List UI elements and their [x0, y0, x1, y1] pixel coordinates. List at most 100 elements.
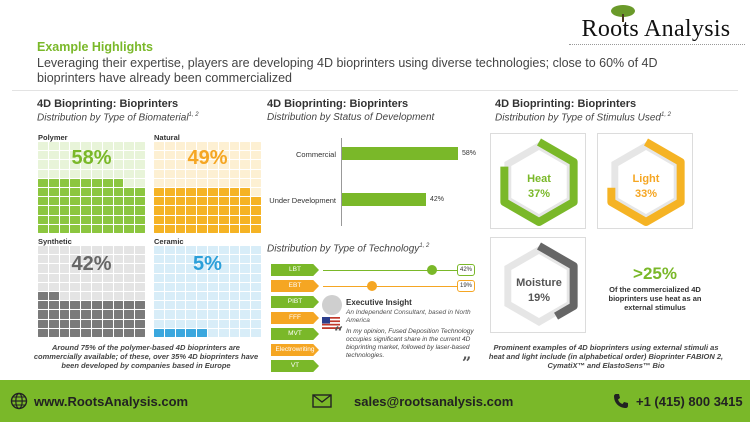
waffle-cell	[48, 246, 59, 255]
waffle-cell	[251, 169, 261, 178]
waffle-cell	[154, 206, 164, 215]
insight-title: Executive Insight	[346, 298, 412, 307]
waffle-cell	[102, 197, 113, 206]
phone-icon	[614, 394, 628, 408]
waffle-cell	[102, 273, 113, 282]
waffle-cell	[102, 246, 113, 255]
hexagon-progress	[536, 242, 578, 320]
waffle-cell	[186, 282, 197, 291]
waffle-cell	[154, 160, 164, 169]
waffle-cell	[81, 282, 91, 291]
waffle-cell	[59, 255, 70, 264]
waffle-cell	[186, 264, 197, 273]
waffle-cell	[38, 142, 48, 151]
waffle-cell	[102, 169, 113, 178]
waffle-cell	[81, 264, 91, 273]
waffle-cell	[175, 224, 186, 233]
footer-email[interactable]: sales@rootsanalysis.com	[312, 380, 513, 422]
waffle-cell	[240, 142, 251, 151]
waffle-cell	[102, 160, 113, 169]
footer-website[interactable]: www.RootsAnalysis.com	[10, 380, 188, 422]
waffle-cell	[70, 178, 81, 187]
waffle-cell	[102, 206, 113, 215]
waffle-cell	[197, 151, 207, 160]
waffle-cell	[164, 264, 175, 273]
tech-pct-lbt: 42%	[457, 264, 475, 276]
waffle-cell	[175, 319, 186, 328]
waffle-cell	[186, 215, 197, 224]
waffle-cell	[38, 151, 48, 160]
tech-tag-vt: VT	[271, 360, 319, 372]
waffle-cell	[70, 160, 81, 169]
waffle-cell	[186, 224, 197, 233]
hexagon-inner	[511, 150, 567, 214]
mail-icon	[312, 394, 332, 408]
email-link[interactable]: sales@rootsanalysis.com	[354, 393, 514, 409]
waffle-cell	[70, 187, 81, 197]
waffle-cell	[92, 282, 102, 291]
waffle-cell	[208, 264, 218, 273]
waffle-cell	[175, 206, 186, 215]
waffle-cell	[102, 224, 113, 233]
footer-phone[interactable]: +1 (415) 800 3415	[612, 380, 743, 422]
waffle-cell	[164, 328, 175, 337]
waffle-cell	[164, 301, 175, 310]
waffle-cell	[240, 255, 251, 264]
waffle-cell	[48, 197, 59, 206]
waffle-cell	[92, 310, 102, 319]
waffle-cell	[102, 319, 113, 328]
waffle-cell	[208, 142, 218, 151]
waffle-cell	[240, 160, 251, 169]
waffle-cell	[48, 160, 59, 169]
waffle-cell	[102, 282, 113, 291]
waffle-cell	[164, 197, 175, 206]
waffle-cell	[208, 246, 218, 255]
waffle-cell	[81, 187, 91, 197]
waffle-cell	[240, 169, 251, 178]
waffle-cell	[175, 291, 186, 301]
waffle-cell	[48, 264, 59, 273]
waffle-cell	[154, 246, 164, 255]
waffle-cell	[154, 215, 164, 224]
waffle-cell	[175, 328, 186, 337]
waffle-cell	[38, 187, 48, 197]
hexagon-heat-icon	[500, 138, 578, 226]
waffle-cell	[154, 178, 164, 187]
stimulus-pct-heat: 37%	[527, 188, 551, 200]
tech-row-pibt: PIBT	[271, 296, 476, 308]
phone-link[interactable]: +1 (415) 800 3415	[636, 393, 743, 409]
waffle-cell	[240, 273, 251, 282]
waffle-cell	[38, 319, 48, 328]
waffle-cell	[102, 215, 113, 224]
waffle-cell	[175, 301, 186, 310]
waffle-cell	[48, 151, 59, 160]
waffle-cell	[186, 187, 197, 197]
waffle-cell	[59, 206, 70, 215]
waffle-ceramic	[154, 246, 261, 337]
hexagon-light-icon	[607, 138, 685, 226]
waffle-cell	[38, 206, 48, 215]
waffle-cell	[70, 264, 81, 273]
waffle-cell	[48, 187, 59, 197]
waffle-cell	[38, 328, 48, 337]
waffle-cell	[124, 160, 135, 169]
waffle-cell	[113, 282, 124, 291]
bar-under-development	[342, 193, 426, 206]
waffle-cell	[208, 310, 218, 319]
waffle-cell	[240, 301, 251, 310]
waffle-cell	[240, 328, 251, 337]
waffle-cell	[81, 197, 91, 206]
waffle-cell	[229, 255, 240, 264]
waffle-cell	[92, 301, 102, 310]
panel1-note: Around 75% of the polymer-based 4D biopr…	[33, 343, 259, 370]
website-link[interactable]: www.RootsAnalysis.com	[34, 393, 189, 409]
waffle-cell	[135, 215, 145, 224]
waffle-cell	[135, 310, 145, 319]
waffle-cell	[124, 273, 135, 282]
waffle-cell	[251, 328, 261, 337]
waffle-cell	[124, 197, 135, 206]
waffle-cell	[186, 197, 197, 206]
waffle-cell	[92, 142, 102, 151]
tech-tag-ebt: EBT	[271, 280, 319, 292]
waffle-cell	[135, 169, 145, 178]
